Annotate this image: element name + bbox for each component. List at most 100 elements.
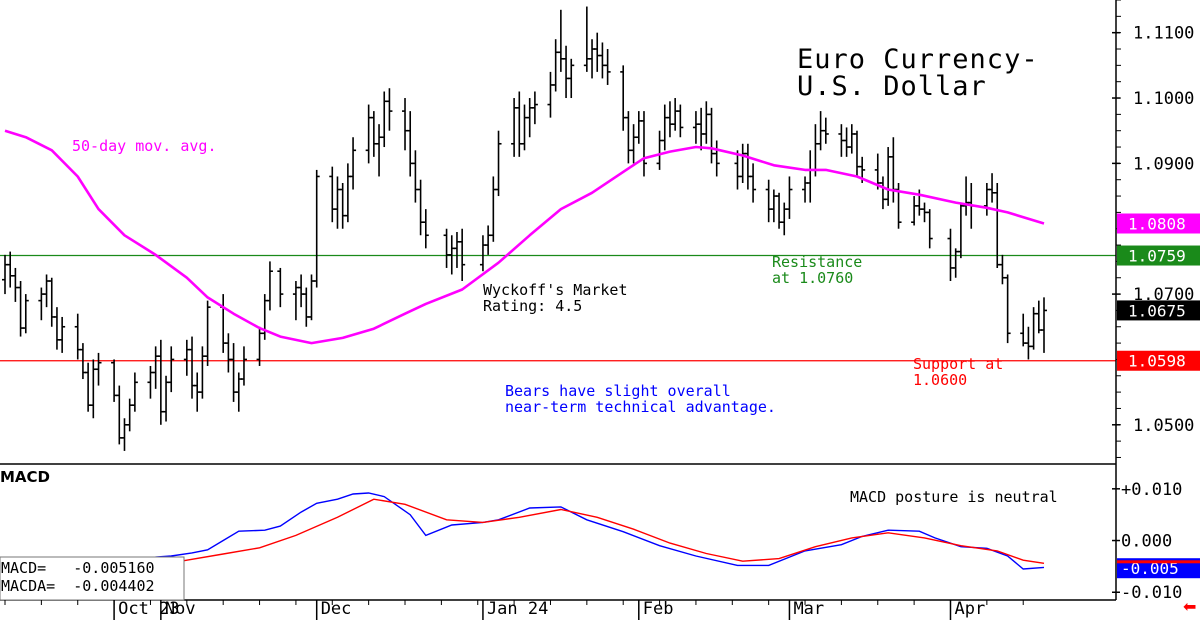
price-bar bbox=[59, 316, 66, 353]
price-bar bbox=[147, 365, 154, 399]
price-bar bbox=[698, 107, 705, 151]
price-bar bbox=[370, 111, 377, 157]
price-tick-label: 1.0900 bbox=[1133, 154, 1194, 174]
price-bar bbox=[38, 287, 45, 321]
price-bar bbox=[12, 267, 19, 302]
price-bar bbox=[53, 307, 60, 350]
svg-text:1.0808: 1.0808 bbox=[1128, 215, 1186, 234]
svg-text:1.0759: 1.0759 bbox=[1128, 247, 1186, 266]
macd-badges: -0.005 bbox=[1117, 558, 1200, 579]
price-bar bbox=[194, 372, 201, 412]
price-bar bbox=[879, 176, 886, 210]
bears-note-line-1: Bears have slight overall bbox=[505, 382, 731, 400]
svg-text:-0.005: -0.005 bbox=[1121, 559, 1179, 578]
price-bar bbox=[989, 173, 996, 203]
price-bar bbox=[734, 150, 741, 190]
price-bar bbox=[157, 339, 164, 425]
price-bar bbox=[443, 228, 450, 268]
macd-lines bbox=[124, 492, 1045, 573]
price-bar bbox=[350, 137, 357, 190]
macd-panel-title: MACD bbox=[0, 468, 50, 486]
price-bar bbox=[952, 248, 959, 278]
resistance-badge: 1.0759 bbox=[1117, 245, 1200, 266]
chart-title-line-1: Euro Currency- bbox=[797, 44, 1039, 75]
price-bar bbox=[116, 385, 123, 445]
price-bar bbox=[334, 176, 341, 229]
price-bar bbox=[386, 88, 393, 131]
price-bar bbox=[890, 137, 897, 203]
price-bar bbox=[381, 91, 388, 148]
price-bar bbox=[189, 336, 196, 399]
price-bar bbox=[547, 71, 554, 118]
price-bar bbox=[744, 143, 751, 190]
price-bar bbox=[713, 140, 720, 177]
price-bar bbox=[230, 343, 237, 402]
macd-readout-row: MACDA= -0.004402 bbox=[1, 577, 155, 595]
price-bar bbox=[402, 98, 409, 151]
price-bar bbox=[204, 300, 211, 366]
time-tick-label: Mar bbox=[793, 599, 824, 619]
price-bar bbox=[90, 359, 97, 419]
price-bar bbox=[256, 326, 263, 366]
price-bar bbox=[822, 117, 829, 144]
price-bar bbox=[666, 101, 673, 138]
price-bar bbox=[329, 166, 336, 223]
price-bar bbox=[1030, 307, 1037, 350]
macd-tick-label: 0.000 bbox=[1121, 532, 1172, 552]
price-bar bbox=[1025, 326, 1032, 360]
price-bar bbox=[485, 225, 492, 255]
price-bar bbox=[635, 111, 642, 144]
price-bar bbox=[999, 254, 1006, 285]
price-bar bbox=[277, 267, 284, 308]
last-price-badge: 1.0675 bbox=[1117, 300, 1200, 321]
time-tick-label: Nov bbox=[165, 599, 196, 619]
price-bar bbox=[495, 130, 502, 197]
price-bar bbox=[17, 281, 24, 337]
price-bar bbox=[163, 375, 170, 422]
price-bar bbox=[656, 130, 663, 170]
price-bar bbox=[911, 196, 918, 226]
macd-tick-label: +0.010 bbox=[1121, 480, 1182, 500]
price-bar bbox=[2, 254, 8, 295]
price-bar bbox=[225, 333, 232, 373]
macd-tick-label: -0.010 bbox=[1121, 583, 1182, 603]
price-bar bbox=[74, 313, 81, 360]
price-bar bbox=[1035, 300, 1042, 334]
time-tick-label: Apr bbox=[954, 599, 985, 619]
price-bars bbox=[2, 6, 1047, 451]
price-bar bbox=[126, 398, 133, 432]
price-tick-label: 1.0500 bbox=[1133, 416, 1194, 436]
price-bar bbox=[604, 49, 611, 85]
50-day-moving-average-badge: 1.0808 bbox=[1117, 213, 1200, 234]
macda-badge bbox=[1117, 560, 1200, 564]
price-bar bbox=[459, 228, 466, 282]
price-tick-label: 1.1100 bbox=[1133, 24, 1194, 44]
price-badges: 1.0808 1.0759 1.0675 1.0598 bbox=[1117, 213, 1200, 371]
price-bar bbox=[22, 294, 29, 334]
moving-average-line-group bbox=[4, 129, 1045, 345]
price-bar bbox=[220, 294, 227, 353]
price-bar bbox=[770, 189, 777, 223]
left-arrow-icon[interactable]: ⬅ bbox=[1183, 597, 1196, 616]
price-bar bbox=[516, 91, 523, 157]
price-bar bbox=[692, 111, 699, 144]
price-bar bbox=[407, 111, 414, 177]
price-bar bbox=[448, 235, 455, 275]
price-bar bbox=[677, 104, 684, 138]
price-bar bbox=[848, 124, 855, 154]
price-bar bbox=[235, 372, 242, 412]
price-bar bbox=[1041, 297, 1047, 353]
price-bar bbox=[983, 182, 990, 216]
macd-posture: MACD posture is neutral bbox=[850, 488, 1058, 506]
price-bar bbox=[339, 182, 346, 229]
price-bar bbox=[479, 235, 486, 272]
support-label-line-1: Support at bbox=[913, 355, 1003, 373]
price-bar bbox=[313, 169, 320, 288]
time-tick-label: Oct 23 bbox=[118, 599, 179, 619]
price-bar bbox=[121, 418, 128, 451]
price-bar bbox=[703, 101, 710, 144]
price-bar bbox=[594, 32, 601, 72]
price-bar bbox=[168, 346, 175, 393]
